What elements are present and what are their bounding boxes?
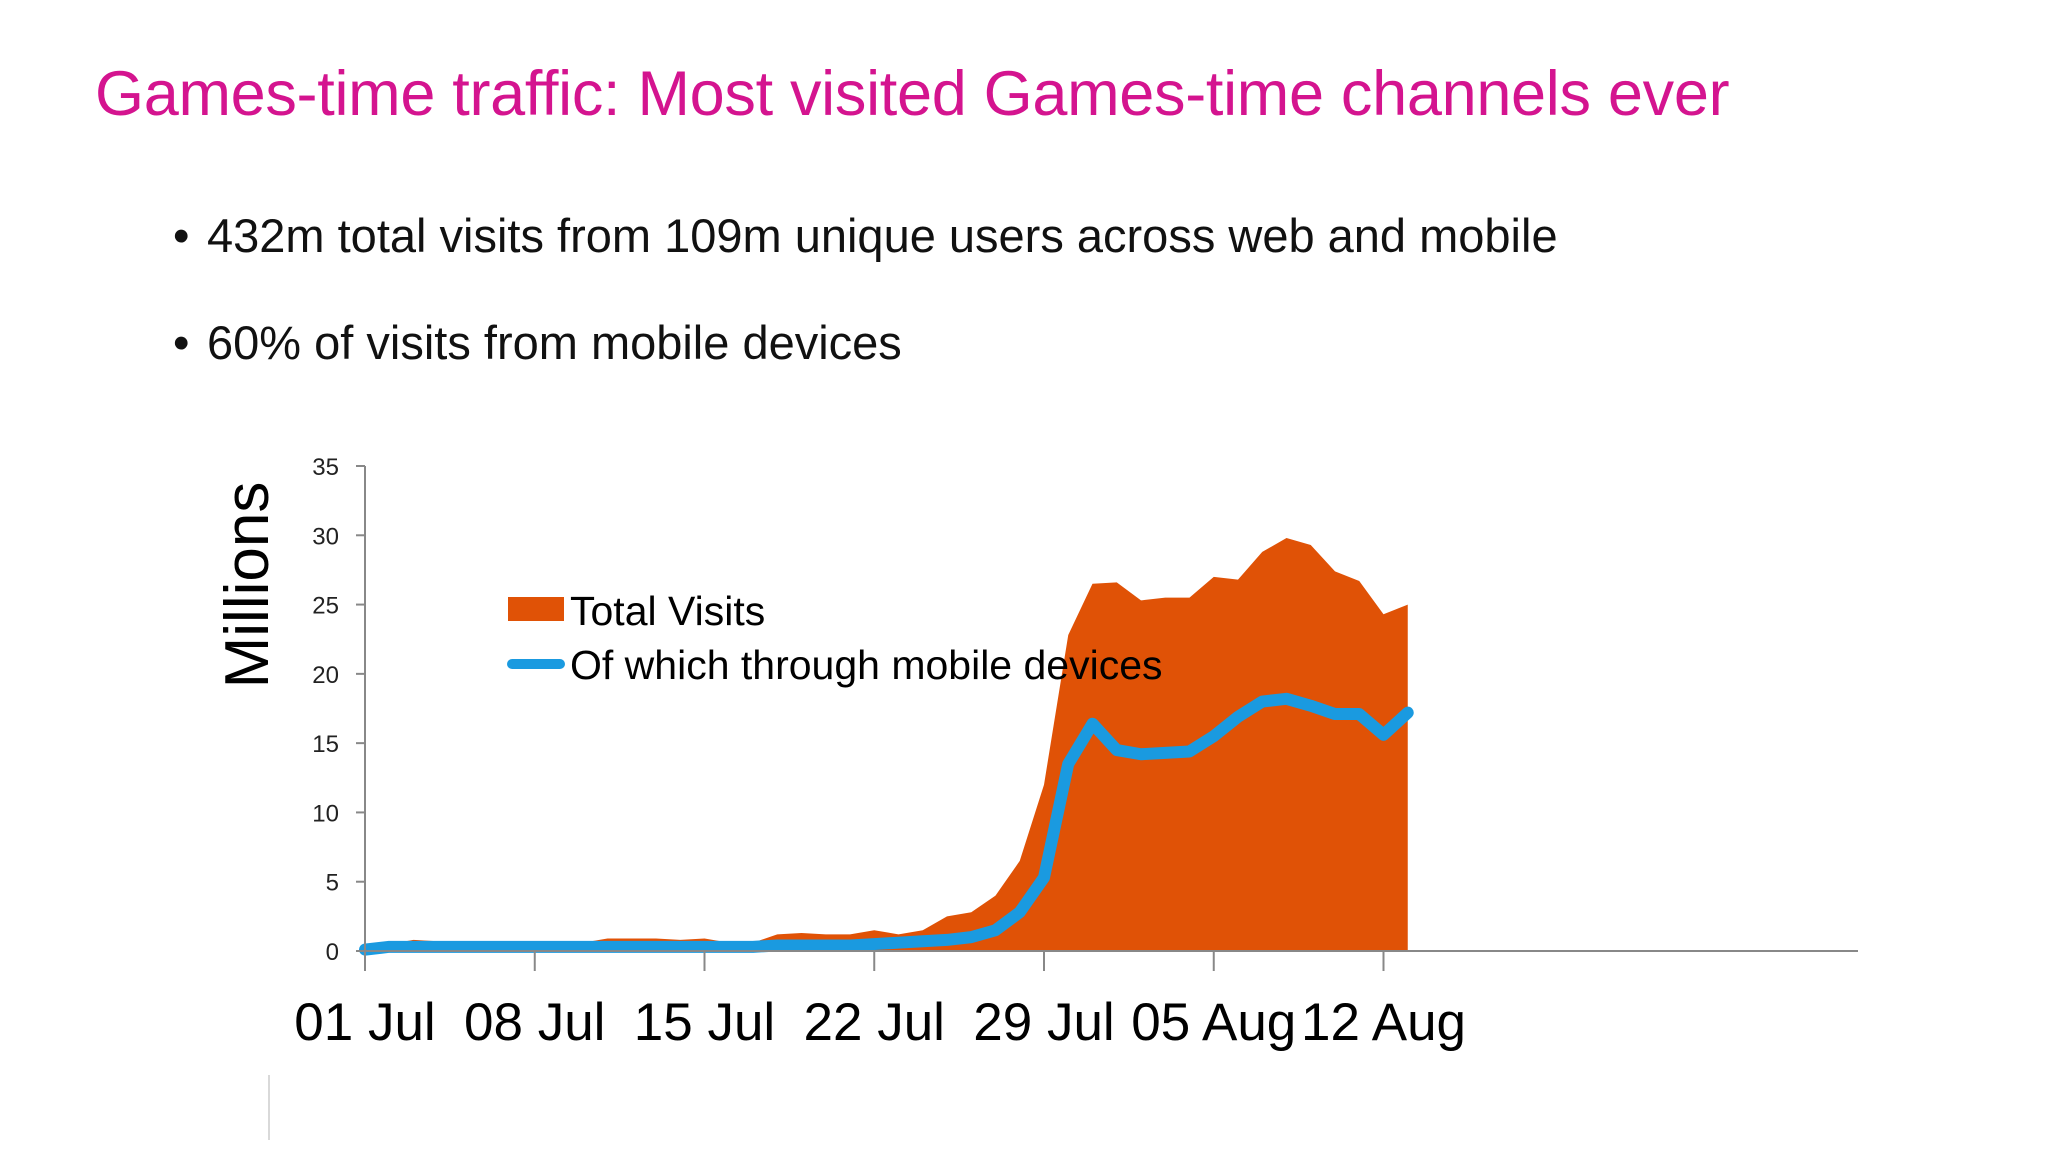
bullet-dot: •: [173, 316, 190, 369]
y-tick-label: 25: [312, 593, 339, 620]
y-axis-label: Millions: [213, 482, 282, 689]
y-tick-label: 5: [326, 870, 339, 897]
total-visits-area: [365, 538, 1408, 951]
legend-label-mobile: Of which through mobile devices: [570, 642, 1163, 688]
x-tick-label: 15 Jul: [634, 993, 775, 1052]
x-tick-label: 29 Jul: [973, 993, 1114, 1052]
y-tick-label: 0: [326, 939, 339, 966]
bullet-text: 60% of visits from mobile devices: [207, 316, 902, 369]
x-tick-label: 01 Jul: [294, 993, 435, 1052]
y-tick-label: 10: [312, 800, 339, 827]
legend-label-total-visits: Total Visits: [570, 588, 765, 634]
y-tick-label: 35: [312, 454, 339, 481]
bullet-list: • 432m total visits from 109m unique user…: [173, 208, 1558, 422]
bullet-dot: •: [173, 209, 190, 262]
y-tick-group: 0 5 10 15 20 25 30 35: [312, 454, 365, 966]
bullet-item-total-visits: • 432m total visits from 109m unique user…: [173, 208, 1558, 263]
x-tick-label: 08 Jul: [464, 993, 605, 1052]
mobile-visits-line: [359, 692, 1414, 956]
bullet-item-mobile-share: • 60% of visits from mobile devices: [173, 315, 1558, 370]
bullet-text: 432m total visits from 109m unique users…: [207, 209, 1558, 262]
x-tick-label: 22 Jul: [804, 993, 945, 1052]
y-tick-label: 15: [312, 731, 339, 758]
divider: [268, 1075, 270, 1140]
legend-swatch-total-visits: [508, 597, 564, 621]
x-tick-group: 01 Jul 08 Jul 15 Jul 22 Jul 29 Jul 05 Aug 12 A…: [294, 951, 1466, 1052]
legend: Total Visits Of which through mobile dev…: [507, 588, 1163, 688]
mobile-line-layer: [359, 692, 1414, 956]
x-tick-label: 05 Aug: [1131, 993, 1296, 1052]
slide-title: Games-time traffic: Most visited Games-t…: [95, 59, 1730, 129]
total-visits-area-layer: [365, 538, 1408, 951]
x-tick-label: 12 Aug: [1301, 993, 1466, 1052]
y-tick-label: 30: [312, 523, 339, 550]
y-tick-label: 20: [312, 662, 339, 689]
